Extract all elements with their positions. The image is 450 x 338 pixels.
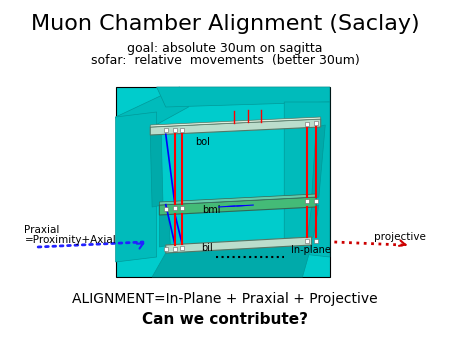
Polygon shape [159, 213, 170, 247]
Polygon shape [157, 87, 330, 107]
Text: goal: absolute 30um on sagitta: goal: absolute 30um on sagitta [127, 42, 323, 55]
Polygon shape [150, 117, 321, 127]
Polygon shape [150, 119, 321, 135]
Text: ALIGNMENT=In-Plane + Praxial + Projective: ALIGNMENT=In-Plane + Praxial + Projectiv… [72, 292, 378, 306]
Text: In-plane: In-plane [291, 245, 330, 255]
Bar [116, 87, 330, 277]
Polygon shape [159, 197, 316, 215]
Polygon shape [159, 194, 316, 205]
Polygon shape [116, 87, 189, 142]
Text: sofar:  relative  movements  (better 30um): sofar: relative movements (better 30um) [90, 54, 360, 67]
Text: bml: bml [202, 205, 220, 215]
Polygon shape [150, 133, 163, 207]
Text: bol: bol [195, 137, 210, 147]
Polygon shape [166, 237, 311, 253]
Polygon shape [311, 125, 325, 199]
Text: Muon Chamber Alignment (Saclay): Muon Chamber Alignment (Saclay) [31, 14, 419, 34]
Text: projective: projective [374, 232, 426, 242]
Text: bil: bil [201, 243, 213, 253]
Polygon shape [284, 102, 330, 257]
Polygon shape [307, 205, 319, 239]
Text: Praxial: Praxial [24, 225, 60, 235]
Polygon shape [152, 245, 311, 277]
Text: =Proximity+Axial: =Proximity+Axial [24, 235, 116, 245]
Text: Can we contribute?: Can we contribute? [142, 312, 308, 327]
Polygon shape [116, 112, 157, 262]
